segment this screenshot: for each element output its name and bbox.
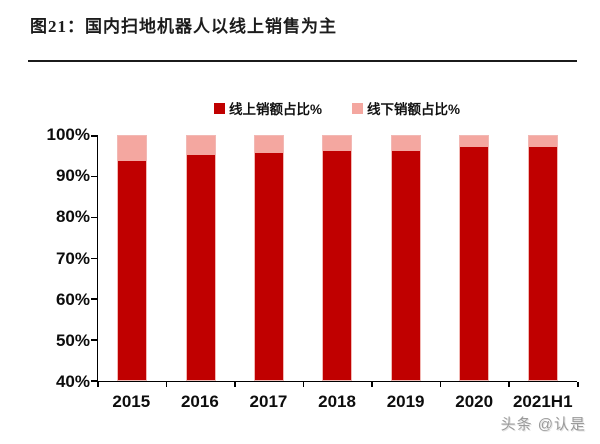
x-axis-labels: 2015 2016 2017 2018 2019 2020 2021H1 <box>97 392 577 412</box>
plot-area <box>91 135 577 382</box>
x-axis-label: 2019 <box>386 392 425 411</box>
x-axis-tick <box>97 382 99 387</box>
offline-segment <box>528 136 557 148</box>
x-axis-tick <box>439 382 442 387</box>
offline-segment <box>255 136 284 154</box>
y-axis-label: 80% <box>55 207 90 226</box>
x-axis-tick <box>508 382 510 387</box>
chart-legend: 线上销额占比% 线下销额占比% <box>97 98 577 118</box>
legend-label-offline: 线下销额占比% <box>367 102 461 117</box>
legend-item-online: 线上销额占比% <box>213 98 322 118</box>
x-axis-label: 2015 <box>112 392 151 411</box>
legend-item-offline: 线下销额占比% <box>352 98 460 118</box>
y-axis-label: 40% <box>55 372 90 391</box>
y-axis-tick <box>91 298 97 300</box>
stacked-bar-2021H1 <box>527 135 558 381</box>
x-axis-label: 2021H1 <box>512 392 573 411</box>
online-segment <box>118 161 147 380</box>
offline-segment <box>323 136 352 151</box>
y-axis-label: 50% <box>55 331 90 350</box>
offline-segment <box>186 136 215 155</box>
y-axis-label: 70% <box>55 249 90 268</box>
title-divider-line <box>28 60 577 62</box>
y-axis-tick <box>91 339 97 341</box>
y-axis-label: 60% <box>55 290 90 309</box>
x-axis-label: 2018 <box>318 392 356 411</box>
x-axis-tick <box>234 382 236 387</box>
stacked-bar-2020 <box>459 135 490 381</box>
online-segment <box>255 153 284 380</box>
online-legend-swatch-icon <box>213 102 225 114</box>
y-axis-label: 100% <box>46 125 90 144</box>
y-axis-tick <box>91 175 97 178</box>
x-axis-label: 2016 <box>180 392 219 411</box>
x-axis-label: 2017 <box>249 392 288 411</box>
bar-group <box>98 135 577 381</box>
x-axis-tick <box>165 382 168 387</box>
y-axis-tick <box>91 135 97 137</box>
y-axis-tick <box>91 380 97 382</box>
watermark-text: 头条 @认是 <box>500 416 586 433</box>
stacked-bar-2019 <box>390 135 421 381</box>
chart-title: 图21：国内扫地机器人以线上销售为主 <box>30 17 337 36</box>
x-axis-tick <box>371 382 373 387</box>
offline-segment <box>391 136 420 152</box>
legend-label-online: 线上销额占比% <box>228 102 322 117</box>
x-axis-tick <box>577 382 579 387</box>
y-axis-tick <box>91 216 97 219</box>
online-segment <box>528 147 557 380</box>
stacked-bar-2018 <box>322 135 353 381</box>
y-axis-tick <box>91 257 97 259</box>
online-segment <box>323 150 352 380</box>
online-segment <box>391 151 420 380</box>
offline-segment <box>118 136 147 162</box>
y-axis-label: 90% <box>55 166 90 185</box>
x-axis-label: 2020 <box>455 392 494 411</box>
stacked-bar-2017 <box>254 135 285 381</box>
stacked-bar-2015 <box>117 135 148 381</box>
offline-legend-swatch-icon <box>352 102 363 114</box>
online-segment <box>460 146 489 380</box>
x-axis-tick <box>302 382 305 387</box>
online-segment <box>186 154 215 380</box>
stacked-bar-2016 <box>185 135 216 381</box>
offline-segment <box>460 136 489 147</box>
